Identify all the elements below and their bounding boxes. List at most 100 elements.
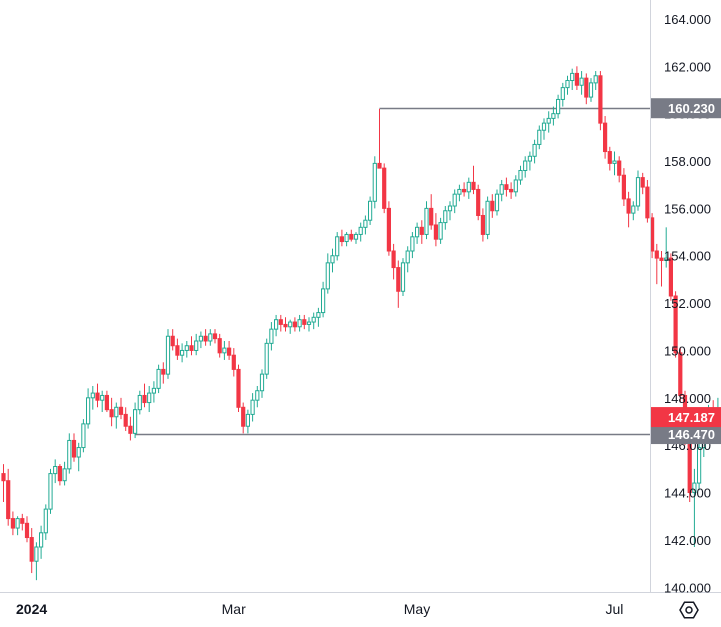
candle-body <box>645 186 650 219</box>
candle-body <box>100 394 105 401</box>
candle-body <box>584 77 589 98</box>
candle-body <box>95 392 100 401</box>
candle <box>57 464 62 486</box>
candle-body <box>184 345 189 351</box>
settings-icon[interactable] <box>679 601 699 619</box>
level-badge-label: 146.470 <box>668 427 715 442</box>
candle <box>95 383 100 408</box>
candle-body <box>198 335 204 342</box>
candle-body <box>236 368 241 408</box>
candle-body <box>405 250 410 264</box>
candle-body <box>217 338 222 354</box>
current-price-badge: 147.187 <box>651 407 721 428</box>
candle-body <box>274 319 279 330</box>
candle-body <box>541 122 547 131</box>
candle-body <box>123 413 128 427</box>
candle-body <box>48 473 53 510</box>
candle-body <box>386 207 391 252</box>
candle <box>664 227 669 268</box>
candle-body <box>368 200 373 221</box>
candle <box>603 116 608 159</box>
candle-body <box>485 200 490 235</box>
candle <box>692 468 697 548</box>
candle <box>222 340 227 360</box>
candle <box>621 168 626 207</box>
candle <box>640 172 645 195</box>
candle <box>29 528 34 574</box>
candle-body <box>81 423 86 449</box>
candle-body <box>654 250 659 259</box>
candle <box>527 151 532 171</box>
candle <box>48 468 53 514</box>
candle-body <box>433 224 438 240</box>
candle <box>123 407 128 431</box>
candle-body <box>429 207 434 226</box>
candle <box>189 336 194 356</box>
candle-body <box>612 160 617 164</box>
price-tick-label: 156.000 <box>664 201 711 216</box>
candle <box>697 438 702 491</box>
candle-body <box>241 406 246 427</box>
candle-body <box>438 222 443 240</box>
candle <box>151 381 157 403</box>
candle <box>133 402 138 439</box>
candle <box>180 343 185 363</box>
candle <box>617 156 622 183</box>
candle-body <box>53 465 58 475</box>
level-badge-bg <box>651 424 721 445</box>
candle <box>349 229 354 242</box>
candle-body <box>447 205 453 212</box>
candle <box>292 317 297 332</box>
candle-body <box>509 188 514 193</box>
candle <box>574 66 579 90</box>
time-axis[interactable]: 2024 Mar May Jul <box>16 601 623 617</box>
candle <box>607 146 612 171</box>
candle <box>306 317 312 332</box>
candle <box>358 222 363 242</box>
candle-body <box>250 399 255 415</box>
candle <box>471 165 476 195</box>
candle <box>504 177 509 197</box>
candle <box>15 516 20 536</box>
candle-body <box>194 340 199 351</box>
price-tick-label: 148.000 <box>664 391 711 406</box>
candle-body <box>71 439 77 458</box>
candle-body <box>311 316 316 323</box>
candle-body <box>588 82 594 98</box>
candle-body <box>523 160 528 171</box>
candle-body <box>621 174 626 200</box>
candle <box>302 314 307 330</box>
candle-body <box>118 406 124 415</box>
candle <box>100 390 105 413</box>
horizontal-lines-layer <box>135 107 650 436</box>
price-tick-label: 164.000 <box>664 12 711 27</box>
candle <box>560 82 565 107</box>
candle-body <box>142 394 147 404</box>
candle <box>363 215 368 235</box>
candle-body <box>603 122 608 153</box>
price-tick-label: 150.000 <box>664 343 711 358</box>
candle <box>62 461 67 486</box>
price-tick-label: 140.000 <box>664 580 711 595</box>
candle-body <box>203 335 208 342</box>
candle <box>457 184 462 202</box>
candle <box>43 504 48 540</box>
level-badge-label: 160.230 <box>668 101 715 116</box>
candle <box>584 73 589 105</box>
candle <box>570 68 575 90</box>
candle-body <box>156 368 161 389</box>
candle-body <box>452 193 457 207</box>
candle <box>274 314 279 337</box>
time-tick-label: Jul <box>605 601 623 617</box>
candle <box>490 194 495 218</box>
candle <box>523 156 528 178</box>
candle <box>109 397 114 427</box>
candle-body <box>62 468 67 482</box>
candle-body <box>161 368 166 375</box>
candle-body <box>471 181 476 190</box>
candle-body <box>349 233 354 240</box>
candle <box>335 232 340 261</box>
candle <box>137 390 142 415</box>
